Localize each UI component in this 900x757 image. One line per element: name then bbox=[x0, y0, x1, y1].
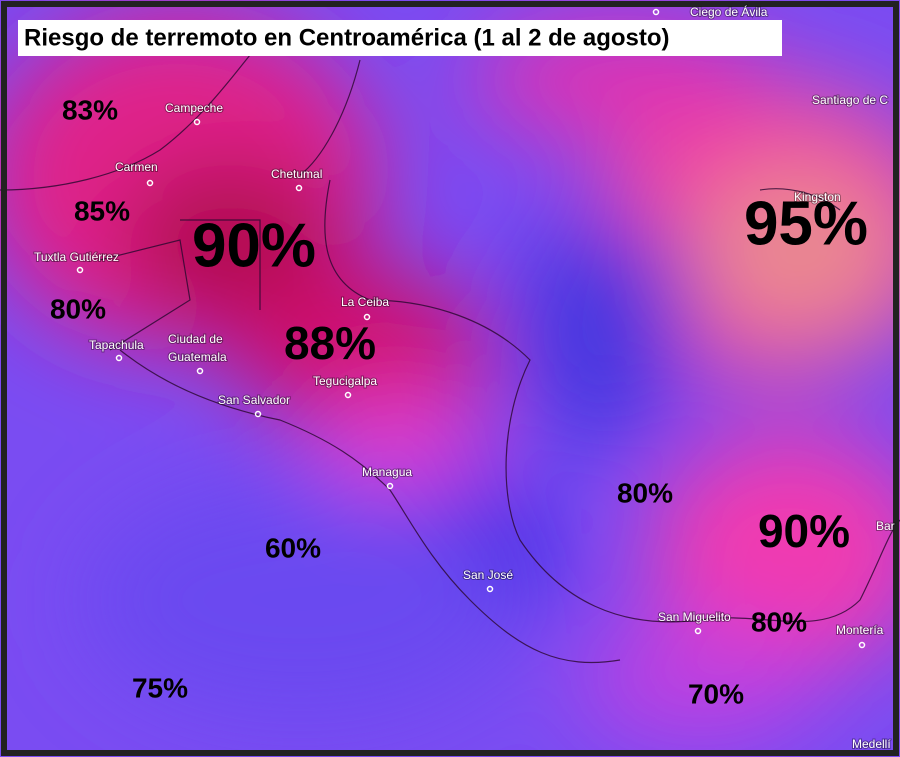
risk-label: 90% bbox=[758, 505, 850, 557]
city-dot bbox=[363, 313, 371, 321]
city-dot bbox=[694, 627, 702, 635]
city-label: San Miguelito bbox=[658, 610, 731, 624]
coastlines bbox=[0, 54, 900, 664]
city-label: San José bbox=[463, 568, 513, 582]
city-label: Chetumal bbox=[271, 167, 322, 181]
risk-label: 90% bbox=[192, 211, 316, 280]
city-label: Carmen bbox=[115, 160, 158, 174]
city-label: Tegucigalpa bbox=[313, 374, 377, 388]
city-label: Campeche bbox=[165, 101, 223, 115]
city-dot bbox=[76, 266, 84, 274]
city-label: Tuxtla Gutiérrez bbox=[34, 250, 119, 264]
risk-label: 75% bbox=[132, 672, 188, 703]
city-dot bbox=[295, 184, 303, 192]
city-label: La Ceiba bbox=[341, 295, 389, 309]
city-dot bbox=[146, 179, 154, 187]
risk-label: 88% bbox=[284, 317, 376, 369]
risk-label: 70% bbox=[688, 678, 744, 709]
risk-label: 80% bbox=[50, 293, 106, 324]
risk-label: 83% bbox=[62, 94, 118, 125]
city-label: Santiago de C bbox=[812, 93, 888, 107]
city-label: Montería bbox=[836, 623, 884, 637]
city-label: Guatemala bbox=[168, 350, 227, 364]
city-label: Bar bbox=[876, 519, 895, 533]
city-label: Medellí bbox=[852, 737, 891, 751]
city-label: Tapachula bbox=[89, 338, 144, 352]
title-box bbox=[18, 20, 782, 56]
city-dot bbox=[858, 641, 866, 649]
city-layer: Ciego de Ávila Santiago de C Campeche Carme… bbox=[33, 3, 896, 752]
city-dot bbox=[193, 118, 201, 126]
risk-label: 80% bbox=[617, 477, 673, 508]
city-dot bbox=[652, 8, 660, 16]
risk-label: 60% bbox=[265, 532, 321, 563]
city-label: Ciudad de bbox=[168, 332, 223, 346]
city-dot bbox=[386, 482, 394, 490]
city-dot bbox=[196, 367, 204, 375]
city-dot bbox=[486, 585, 494, 593]
title: Riesgo de terremoto en Centroamérica (1 … bbox=[24, 24, 670, 51]
risk-layer: 83% 85% 90% 80% 88% 95% 80% 90% 80% 60% 75% 70% bbox=[50, 94, 868, 709]
risk-label: 80% bbox=[751, 606, 807, 637]
city-dot bbox=[344, 391, 352, 399]
city-label: Ciego de Ávila bbox=[690, 4, 768, 19]
city-label: Kingston bbox=[794, 190, 841, 204]
risk-label: 95% bbox=[744, 189, 868, 258]
city-label: Managua bbox=[362, 465, 412, 479]
city-label: San Salvador bbox=[218, 393, 290, 407]
city-dot bbox=[115, 354, 123, 362]
risk-label: 85% bbox=[74, 195, 130, 226]
city-dot bbox=[254, 410, 262, 418]
